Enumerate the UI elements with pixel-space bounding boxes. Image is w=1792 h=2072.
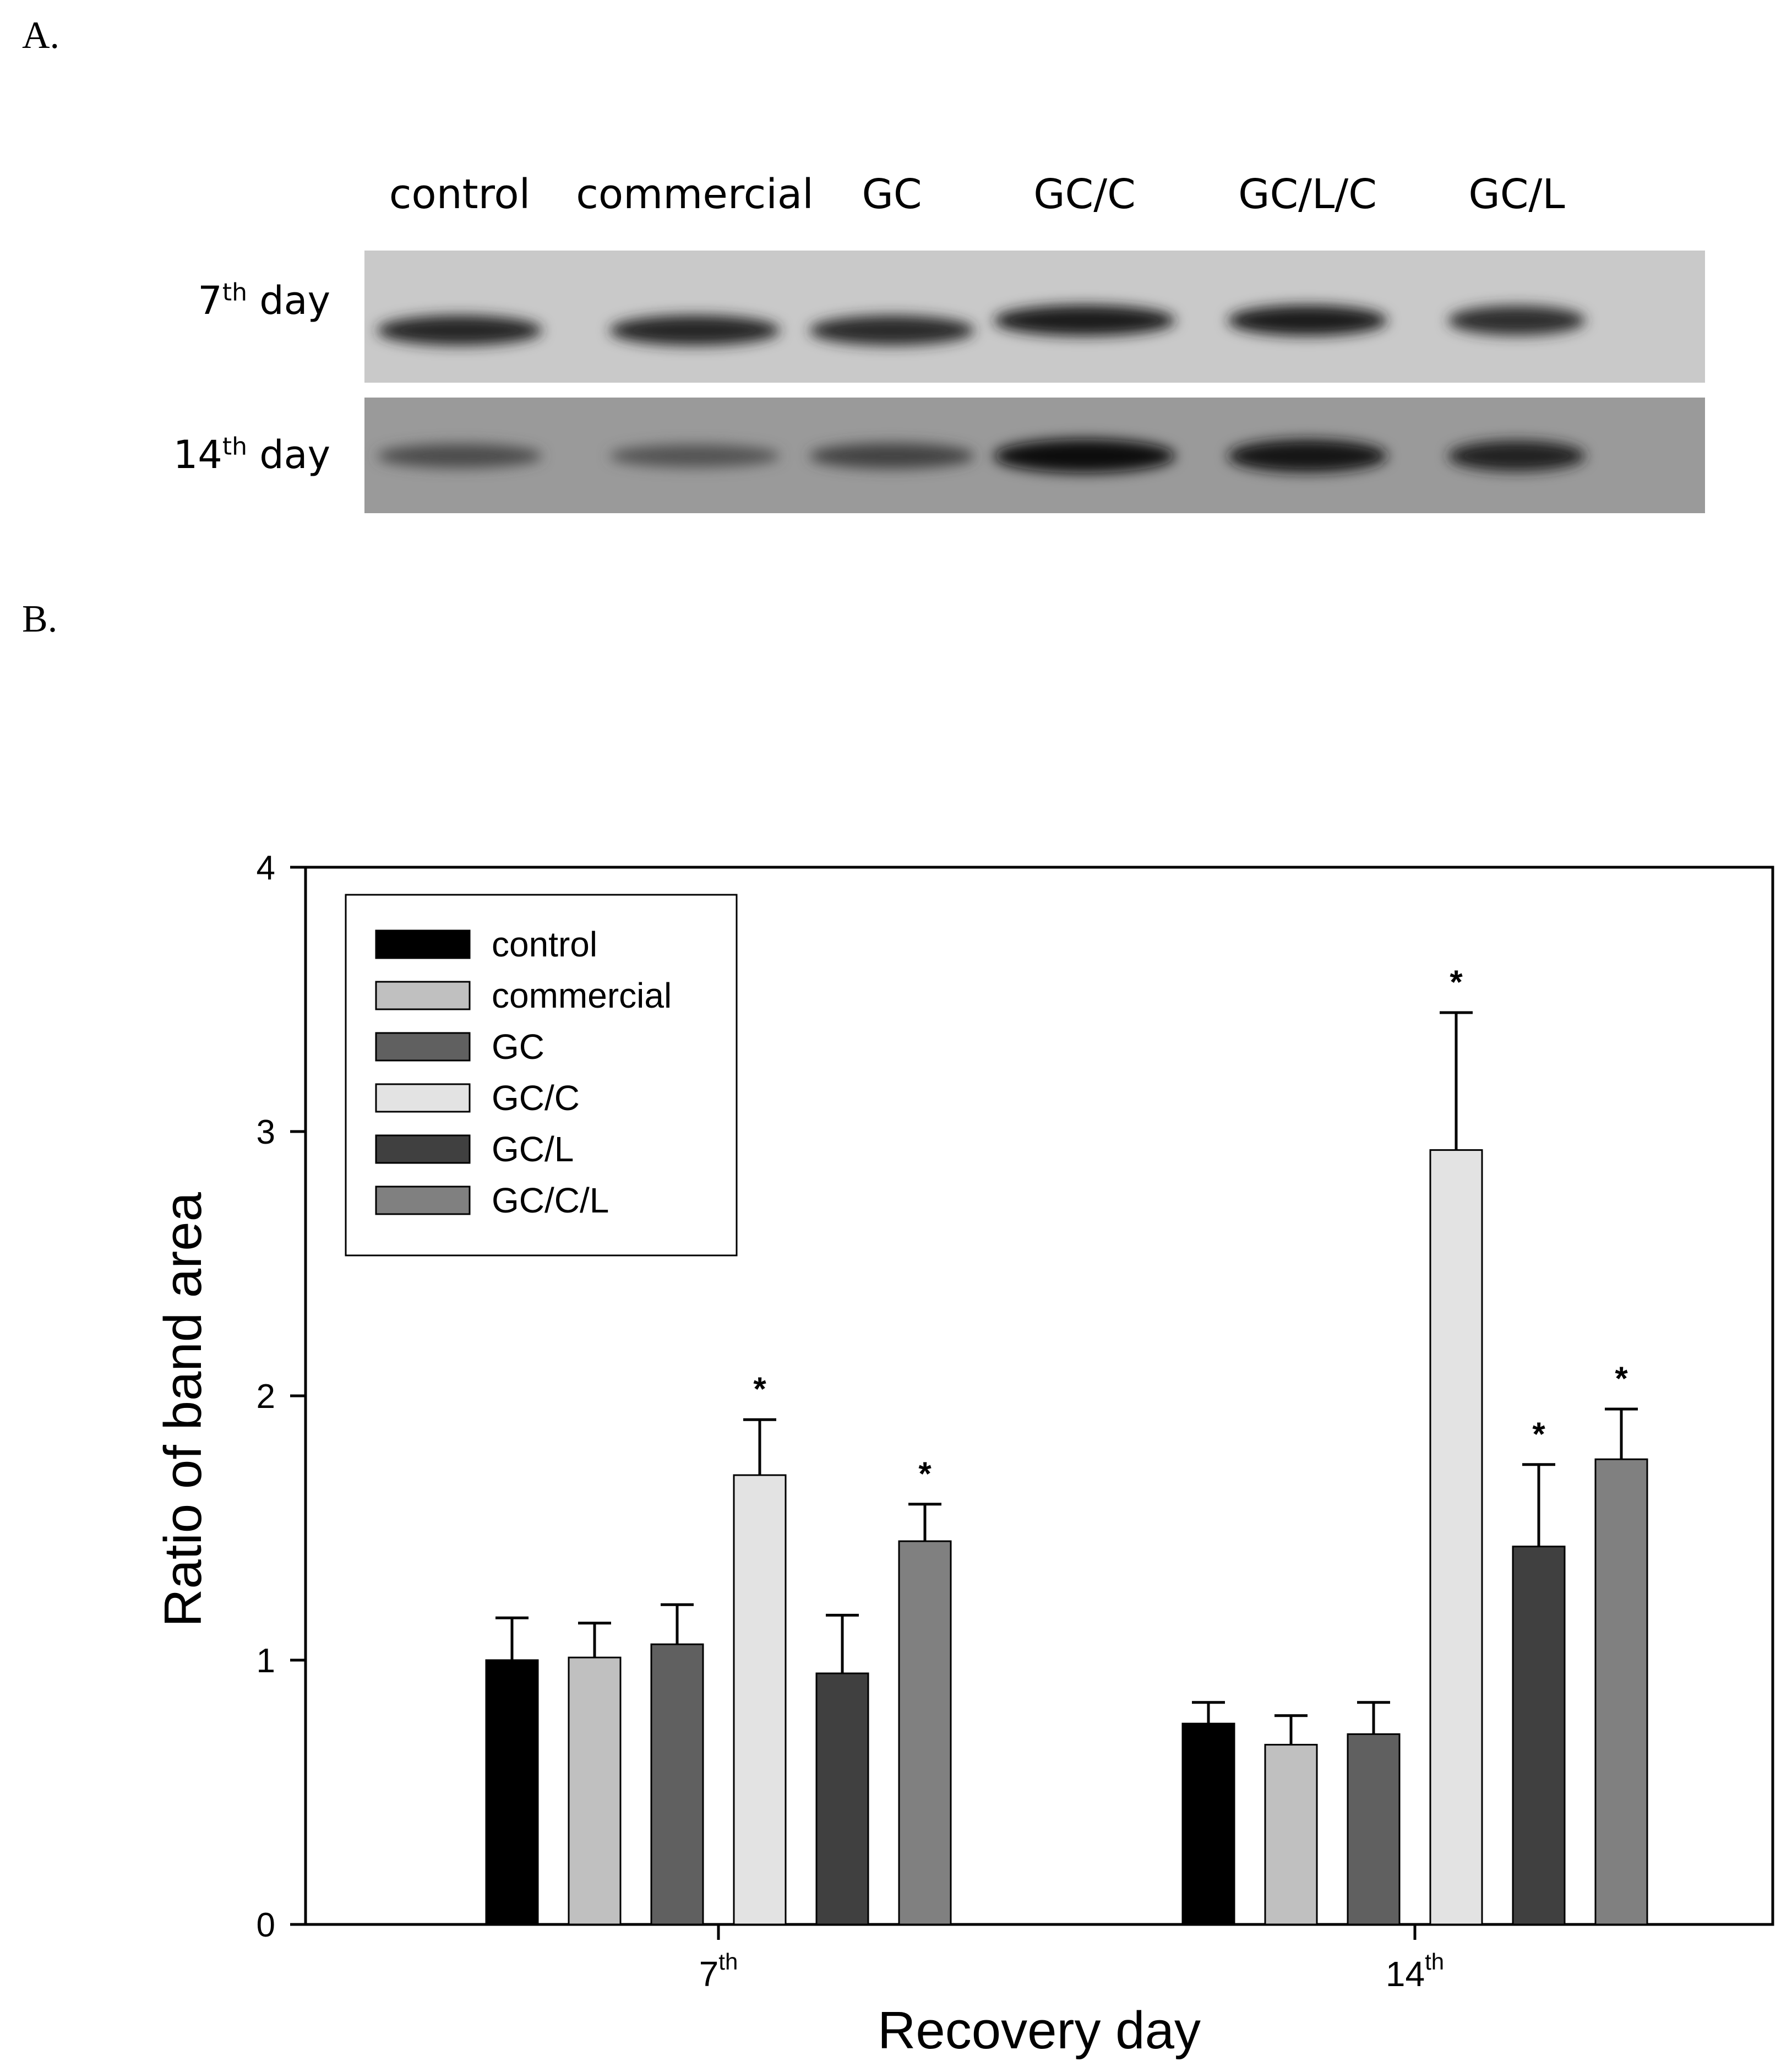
legend-label: GC/C bbox=[492, 1078, 580, 1118]
blot-band bbox=[1448, 305, 1586, 336]
significance-marker: * bbox=[753, 1371, 766, 1407]
blot-band bbox=[809, 315, 974, 346]
bar bbox=[815, 1672, 869, 1926]
legend-label: commercial bbox=[492, 976, 672, 1015]
x-axis-title: Recovery day bbox=[878, 2001, 1201, 2060]
panel-b-letter: B. bbox=[22, 598, 58, 640]
lane-label-control: control bbox=[389, 171, 531, 218]
bar bbox=[1347, 1733, 1401, 1926]
blot-row-label-7th-day: 7th day bbox=[198, 278, 330, 323]
blot-band bbox=[994, 304, 1175, 336]
significance-marker: * bbox=[918, 1455, 932, 1492]
legend-swatch bbox=[375, 981, 471, 1010]
x-tick-label: 14th bbox=[1386, 1949, 1444, 1994]
y-tick-label: 1 bbox=[257, 1642, 275, 1680]
legend-swatch bbox=[375, 929, 471, 959]
significance-marker: * bbox=[1532, 1416, 1545, 1453]
blot-band bbox=[1448, 440, 1586, 471]
bar bbox=[485, 1659, 539, 1926]
y-tick-label: 4 bbox=[257, 849, 275, 887]
lane-label-commercial: commercial bbox=[576, 171, 814, 218]
western-blot-image bbox=[364, 251, 1705, 513]
legend-swatch bbox=[375, 1134, 471, 1164]
bar bbox=[1264, 1744, 1318, 1926]
lane-label-gc: GC bbox=[862, 171, 922, 218]
bar bbox=[1594, 1458, 1648, 1926]
x-tick-label: 7th bbox=[699, 1949, 738, 1994]
legend-swatch bbox=[375, 1185, 471, 1215]
panel-a-letter: A. bbox=[22, 14, 60, 57]
significance-marker: * bbox=[1450, 964, 1463, 1000]
legend-swatch bbox=[375, 1032, 471, 1062]
significance-marker: * bbox=[1615, 1360, 1628, 1397]
y-tick-label: 0 bbox=[257, 1906, 275, 1944]
blot-band bbox=[609, 444, 780, 467]
blot-band bbox=[377, 315, 542, 346]
y-tick-label: 2 bbox=[257, 1378, 275, 1416]
bar bbox=[1512, 1546, 1566, 1926]
bar bbox=[1181, 1722, 1235, 1926]
blot-band bbox=[1228, 439, 1387, 472]
legend-label: control bbox=[492, 924, 597, 964]
y-tick-label: 3 bbox=[257, 1113, 275, 1151]
blot-band bbox=[1228, 305, 1387, 336]
bar bbox=[568, 1656, 622, 1926]
lane-label-gc-l-c: GC/L/C bbox=[1238, 171, 1377, 218]
blot-band bbox=[809, 443, 974, 469]
blot-band bbox=[377, 444, 542, 468]
blot-band bbox=[994, 439, 1175, 473]
bar bbox=[1429, 1149, 1483, 1926]
bar bbox=[733, 1474, 787, 1926]
lane-label-gc-l: GC/L bbox=[1468, 171, 1565, 218]
lane-label-gc-c: GC/C bbox=[1033, 171, 1136, 218]
legend-label: GC/L bbox=[492, 1129, 574, 1169]
bar bbox=[650, 1643, 704, 1926]
y-axis-title: Ratio of band area bbox=[154, 1192, 213, 1627]
legend-label: GC bbox=[492, 1027, 544, 1067]
legend-label: GC/C/L bbox=[492, 1181, 609, 1220]
legend-swatch bbox=[375, 1083, 471, 1113]
blot-band bbox=[609, 315, 780, 346]
blot-row-label-14th-day: 14th day bbox=[173, 432, 330, 477]
bar bbox=[898, 1540, 952, 1926]
